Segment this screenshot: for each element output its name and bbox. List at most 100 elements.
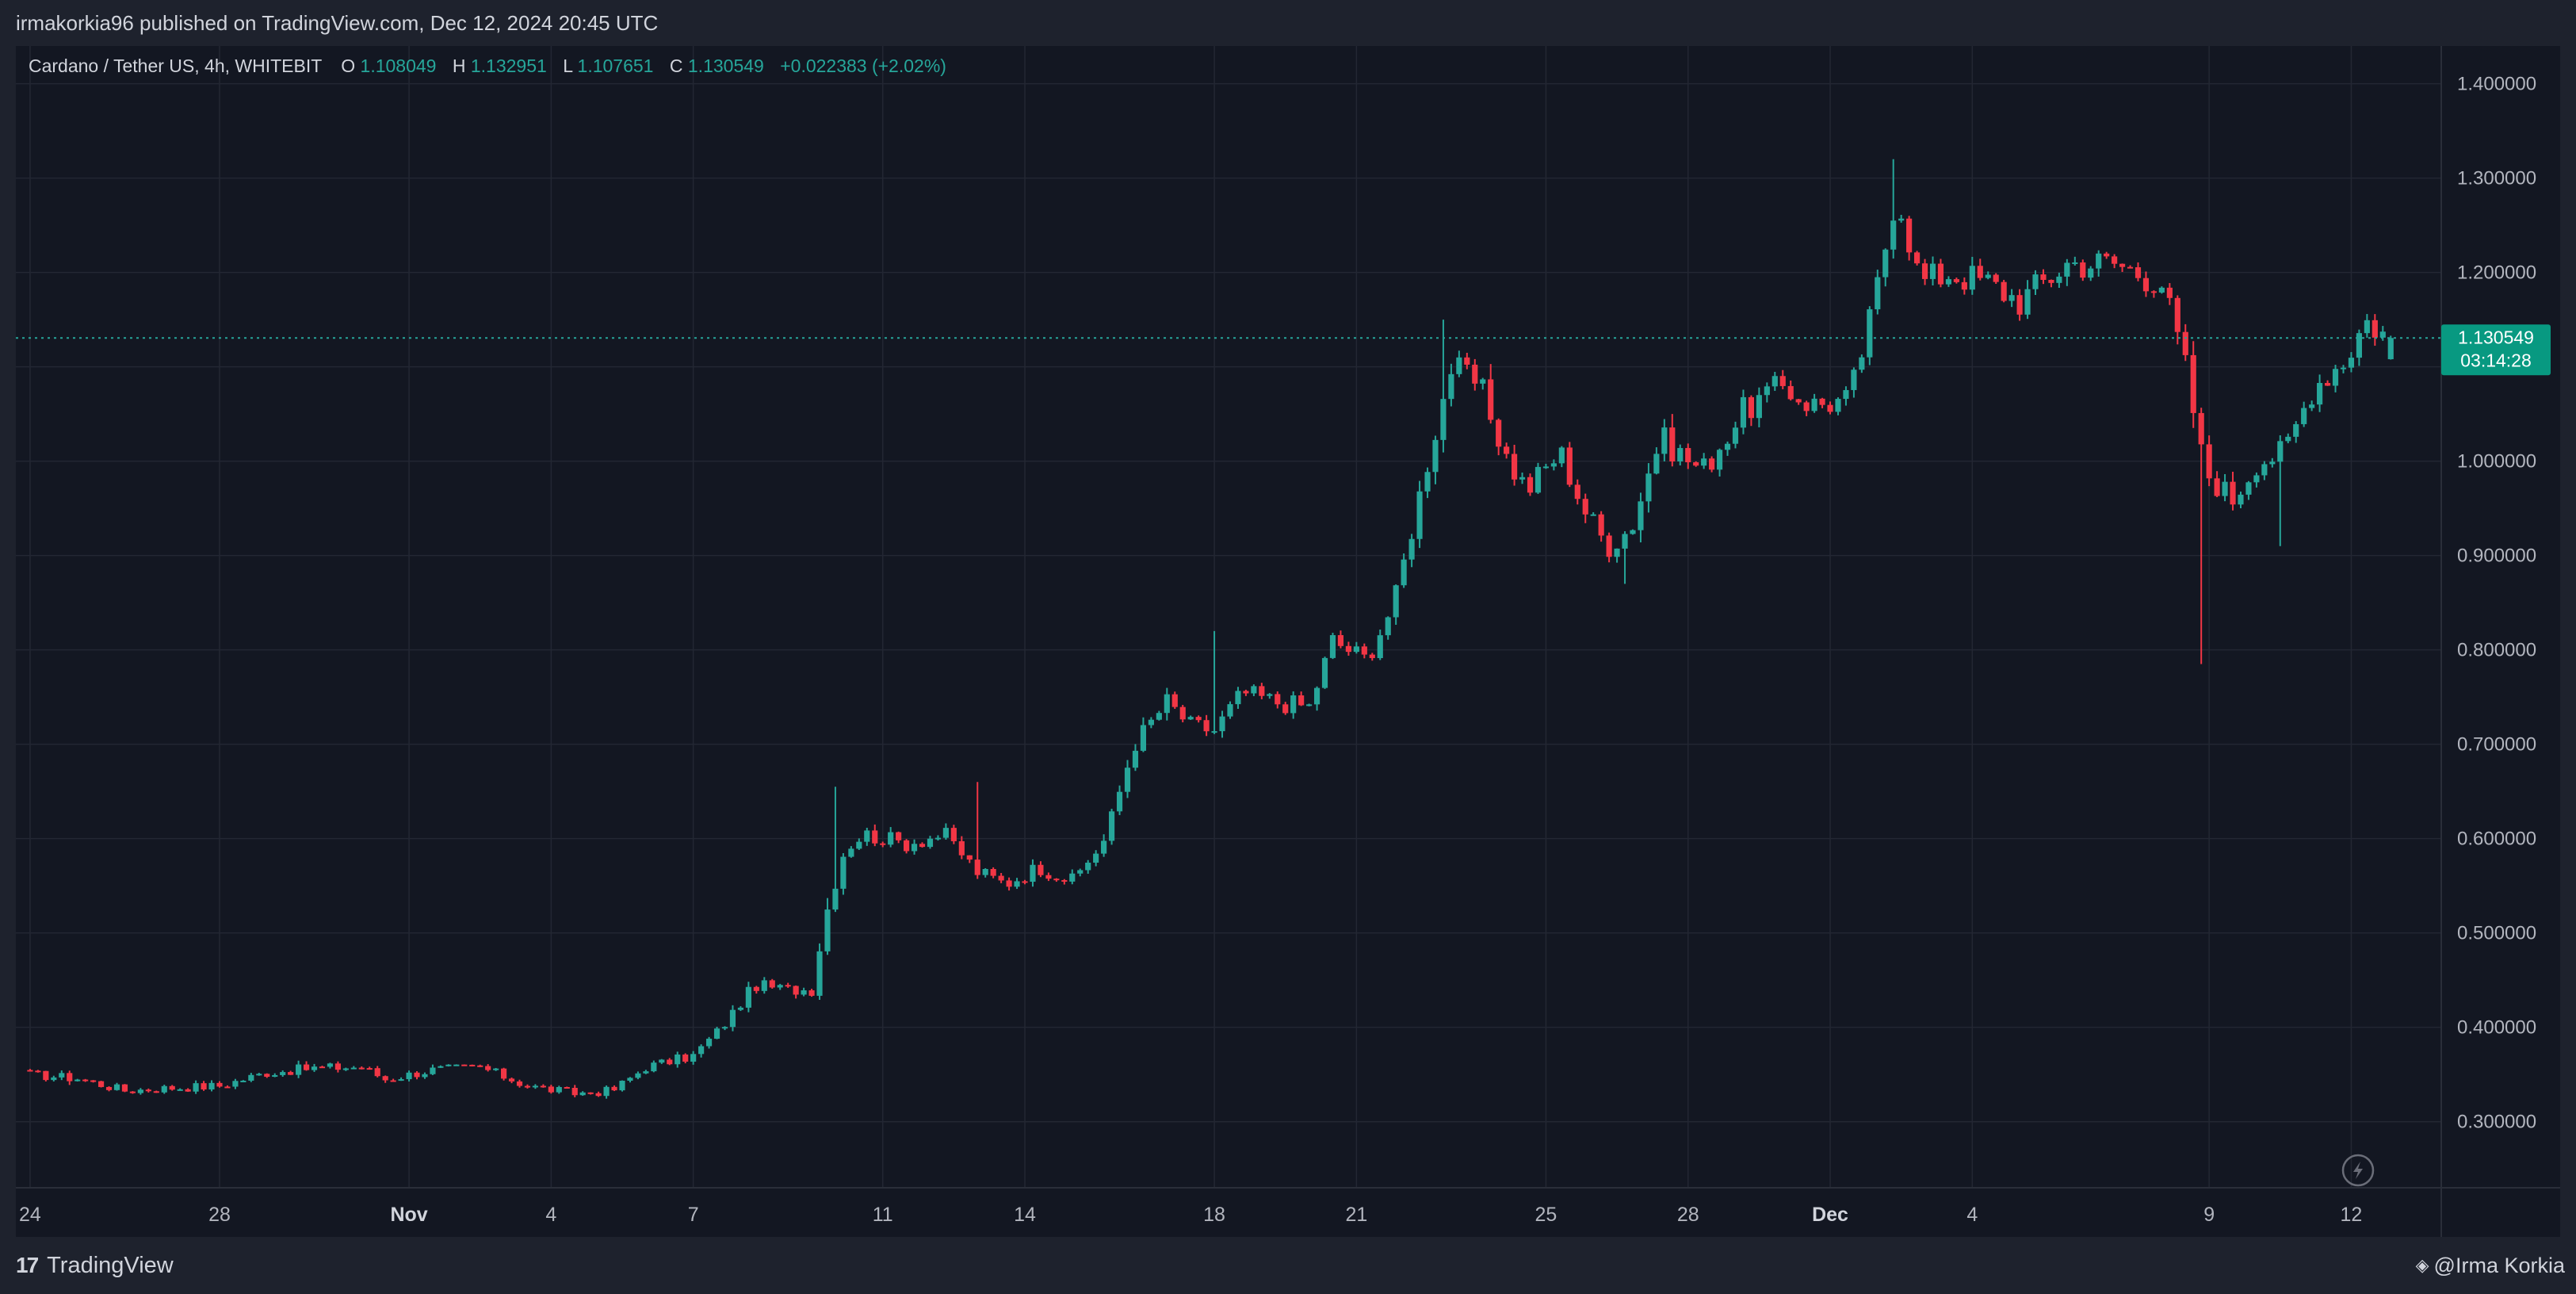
- candle[interactable]: [1061, 879, 1068, 885]
- candle[interactable]: [848, 846, 854, 858]
- candle[interactable]: [1598, 511, 1604, 542]
- candle[interactable]: [761, 977, 767, 994]
- candle[interactable]: [1148, 717, 1154, 729]
- candle[interactable]: [1219, 710, 1225, 738]
- candle[interactable]: [493, 1067, 499, 1071]
- candle[interactable]: [579, 1091, 586, 1097]
- candle[interactable]: [1377, 630, 1383, 660]
- candle[interactable]: [1195, 715, 1202, 723]
- candle[interactable]: [667, 1058, 673, 1066]
- candle[interactable]: [2056, 272, 2062, 289]
- candle[interactable]: [1859, 354, 1865, 373]
- candle[interactable]: [1669, 414, 1676, 467]
- candle[interactable]: [611, 1085, 617, 1092]
- candle[interactable]: [2253, 472, 2260, 488]
- candle[interactable]: [1030, 859, 1036, 887]
- candle[interactable]: [1685, 443, 1691, 469]
- candle[interactable]: [75, 1078, 81, 1082]
- candle[interactable]: [1661, 419, 1668, 461]
- candle[interactable]: [1716, 448, 1723, 477]
- candle[interactable]: [1243, 689, 1249, 696]
- candle[interactable]: [1732, 421, 1739, 449]
- candle[interactable]: [2080, 259, 2086, 281]
- candle[interactable]: [705, 1036, 713, 1049]
- candle[interactable]: [1416, 480, 1423, 549]
- candle[interactable]: [675, 1051, 681, 1068]
- candle[interactable]: [2301, 401, 2307, 427]
- candle[interactable]: [2190, 341, 2196, 428]
- candle[interactable]: [2112, 254, 2118, 269]
- candle[interactable]: [224, 1085, 231, 1089]
- candle[interactable]: [2198, 408, 2204, 664]
- tradingview-logo[interactable]: 17 TradingView: [16, 1251, 174, 1280]
- candle[interactable]: [422, 1072, 428, 1079]
- candle[interactable]: [2135, 262, 2142, 281]
- candle[interactable]: [1464, 352, 1470, 369]
- candle[interactable]: [950, 825, 957, 844]
- candle[interactable]: [1085, 859, 1091, 874]
- candle[interactable]: [745, 982, 751, 1013]
- candle[interactable]: [1512, 444, 1518, 486]
- candle[interactable]: [1132, 744, 1139, 771]
- candle[interactable]: [1022, 879, 1028, 885]
- candle[interactable]: [587, 1092, 594, 1095]
- candle[interactable]: [90, 1080, 97, 1083]
- candle[interactable]: [1108, 809, 1115, 845]
- candle[interactable]: [927, 836, 934, 849]
- candle[interactable]: [729, 1005, 736, 1032]
- candle[interactable]: [635, 1071, 641, 1080]
- candle[interactable]: [288, 1070, 294, 1075]
- candle[interactable]: [1251, 684, 1257, 697]
- candle[interactable]: [2119, 263, 2126, 272]
- candle[interactable]: [2150, 290, 2157, 298]
- candle[interactable]: [990, 867, 996, 879]
- candle[interactable]: [1558, 446, 1565, 468]
- candle[interactable]: [1211, 630, 1217, 734]
- candle[interactable]: [201, 1081, 207, 1091]
- candle[interactable]: [82, 1078, 89, 1082]
- candle[interactable]: [1101, 834, 1107, 857]
- candle[interactable]: [303, 1061, 310, 1071]
- candle[interactable]: [1827, 401, 1833, 415]
- candle[interactable]: [398, 1077, 404, 1082]
- candle[interactable]: [264, 1073, 270, 1078]
- candle[interactable]: [1867, 306, 1873, 366]
- candle[interactable]: [2001, 279, 2007, 303]
- candle[interactable]: [2040, 269, 2047, 285]
- candle[interactable]: [327, 1062, 334, 1069]
- candle[interactable]: [438, 1065, 444, 1068]
- candle[interactable]: [2277, 435, 2284, 546]
- candle[interactable]: [296, 1060, 302, 1078]
- price-chart[interactable]: 0.300000 0.400000 0.500000 0.600000 0.700000…: [16, 46, 2560, 1237]
- candle[interactable]: [1638, 492, 1644, 543]
- candle[interactable]: [2142, 271, 2150, 297]
- candle[interactable]: [1385, 616, 1391, 640]
- candle[interactable]: [1875, 270, 1881, 315]
- candle[interactable]: [1401, 553, 1407, 588]
- candle[interactable]: [2182, 324, 2188, 362]
- candle[interactable]: [1337, 630, 1344, 649]
- candle[interactable]: [872, 824, 878, 847]
- candle[interactable]: [248, 1073, 254, 1082]
- candle[interactable]: [816, 943, 823, 1001]
- candle[interactable]: [532, 1084, 539, 1089]
- candle[interactable]: [556, 1085, 562, 1094]
- candle[interactable]: [1164, 687, 1170, 721]
- candle[interactable]: [1803, 400, 1810, 416]
- candle[interactable]: [414, 1070, 420, 1080]
- candle[interactable]: [272, 1073, 278, 1078]
- candle[interactable]: [1929, 256, 1936, 285]
- candle[interactable]: [1045, 872, 1052, 882]
- candle[interactable]: [366, 1066, 373, 1070]
- candle[interactable]: [1566, 442, 1573, 488]
- candle[interactable]: [998, 873, 1004, 883]
- candle[interactable]: [832, 787, 839, 913]
- candle[interactable]: [769, 978, 775, 989]
- candle[interactable]: [469, 1064, 476, 1066]
- candle[interactable]: [2230, 471, 2236, 511]
- candle[interactable]: [1227, 701, 1233, 719]
- candle[interactable]: [2293, 421, 2299, 443]
- candle[interactable]: [1424, 467, 1431, 499]
- candle[interactable]: [1740, 389, 1747, 435]
- candle[interactable]: [753, 986, 759, 994]
